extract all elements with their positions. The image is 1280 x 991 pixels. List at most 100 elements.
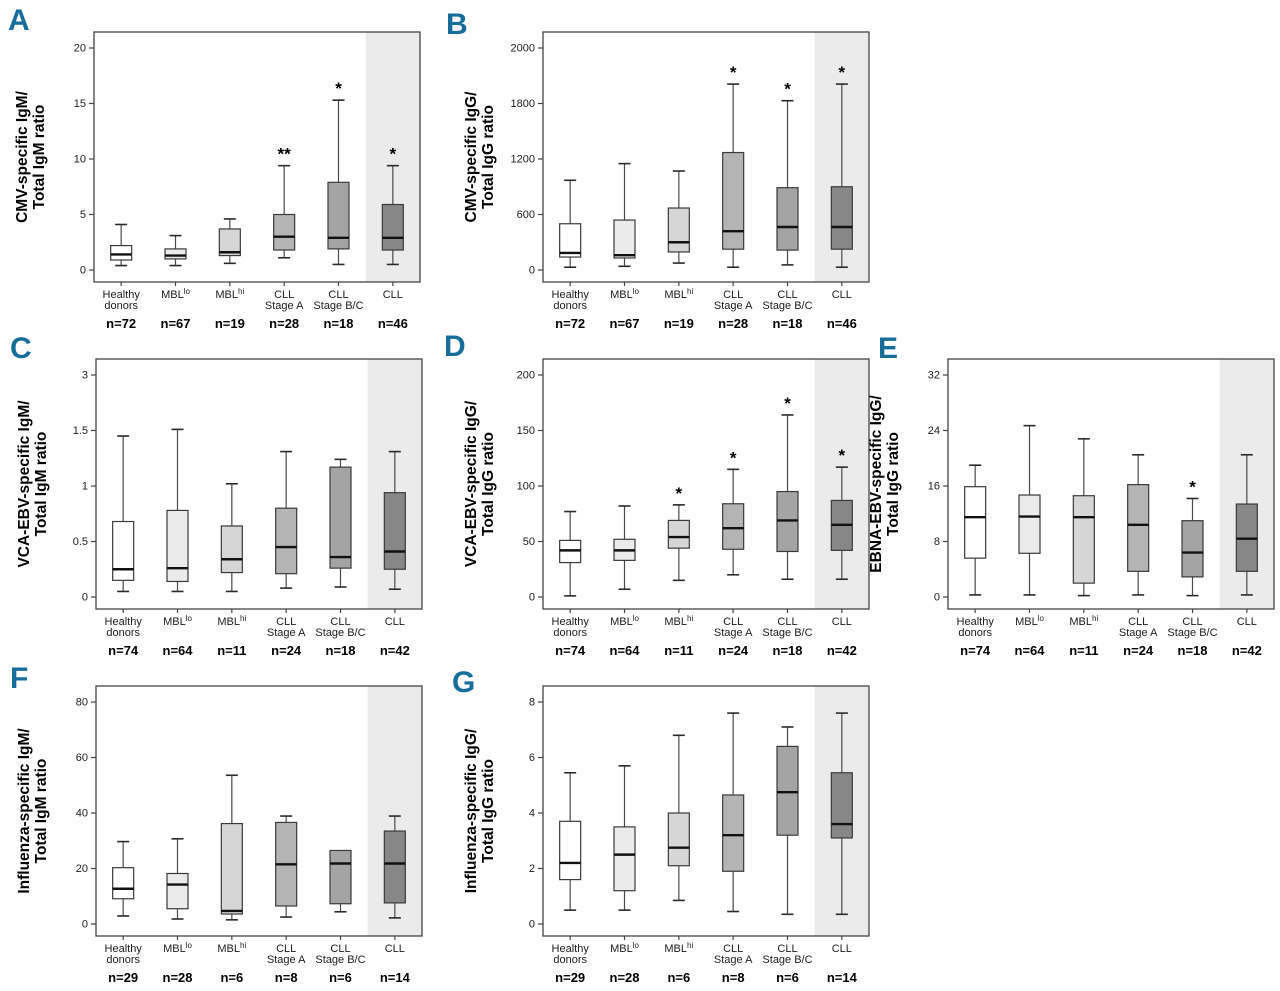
y-axis-title-line: Total IgM ratio bbox=[33, 759, 50, 864]
y-tick-label: 4 bbox=[529, 808, 535, 820]
panel-g-influenza-igg: 0 2 4 6 8 Influenza-specific IgG/Total IgG ra… bbox=[459, 662, 873, 986]
category-label: MBLlo bbox=[163, 941, 192, 955]
n-label: n=11 bbox=[664, 643, 693, 658]
category-label-line2: Stage A bbox=[1119, 627, 1158, 639]
box-group-2: * bbox=[667, 484, 690, 582]
category-label: MBLlo bbox=[610, 614, 639, 628]
n-label: n=72 bbox=[106, 316, 136, 331]
y-axis-title: CMV-specific IgG/Total IgG ratio bbox=[463, 91, 497, 223]
box-group-4: * bbox=[327, 79, 350, 266]
y-tick-label: 20 bbox=[74, 43, 86, 55]
box-group-3: ** bbox=[273, 145, 296, 259]
n-label: n=18 bbox=[1178, 643, 1208, 658]
box-group-5: * bbox=[381, 145, 404, 266]
panel-d-chart: 0 50 100 150 200 VCA-EBV-specific IgG/Total I… bbox=[463, 358, 870, 658]
y-axis: 0 5 10 15 20 bbox=[74, 43, 94, 277]
y-axis-title-line: Influenza-specific IgM/ bbox=[16, 728, 33, 894]
category-label: CLL bbox=[723, 943, 743, 955]
panel-label-a: A bbox=[8, 4, 30, 37]
y-axis: 0 600 1200 1800 2000 bbox=[511, 43, 543, 277]
panel-label-d: D bbox=[444, 330, 466, 363]
y-tick-label: 16 bbox=[928, 481, 940, 493]
category-label: MBLlo bbox=[161, 287, 190, 301]
n-label: n=42 bbox=[1232, 643, 1262, 658]
n-label: n=67 bbox=[610, 316, 640, 331]
significance-marker: * bbox=[730, 63, 737, 82]
iqr-box bbox=[383, 830, 406, 904]
box-group-1 bbox=[166, 428, 189, 593]
category-label: CLL bbox=[1237, 616, 1257, 628]
y-tick-label: 0 bbox=[82, 919, 88, 931]
box-group-2 bbox=[218, 218, 241, 265]
iqr-box bbox=[381, 203, 404, 251]
category-label-line2: donors bbox=[958, 627, 992, 639]
iqr-box bbox=[667, 519, 690, 549]
y-axis-title-line: CMV-specific IgG/ bbox=[463, 91, 480, 223]
box-group-1 bbox=[1018, 424, 1041, 596]
y-tick-label: 3 bbox=[82, 370, 88, 382]
y-axis-title-line: Influenza-specific IgG/ bbox=[463, 728, 480, 893]
panel-b-cmv-igg: 0 600 1200 1800 2000 CMV-specific IgG/Total I… bbox=[459, 8, 873, 332]
y-axis-title: VCA-EBV-specific IgM/Total IgM ratio bbox=[16, 400, 50, 568]
n-label: n=29 bbox=[555, 970, 585, 985]
iqr-box bbox=[275, 507, 298, 575]
panel-f-chart: 0 20 40 60 80 Influenza-specific IgM/Total Ig… bbox=[16, 685, 423, 985]
category-label: MBLhi bbox=[217, 614, 246, 628]
iqr-box bbox=[273, 213, 296, 251]
y-tick-label: 0 bbox=[529, 592, 535, 604]
category-label: Healthy bbox=[105, 616, 143, 628]
iqr-box bbox=[559, 820, 582, 881]
category-label-line2: donors bbox=[553, 954, 587, 966]
n-label: n=74 bbox=[108, 643, 139, 658]
box-group-5 bbox=[830, 712, 853, 916]
category-label: CLL bbox=[777, 616, 797, 628]
significance-marker: * bbox=[839, 63, 846, 82]
y-axis-title-line: Total IgG ratio bbox=[480, 105, 497, 209]
box-group-1 bbox=[613, 162, 636, 268]
panel-a-chart: 0 5 10 15 20 CMV-specific IgM/Total IgM ratio… bbox=[14, 31, 421, 331]
significance-marker: * bbox=[390, 145, 397, 164]
box-group-4: * bbox=[776, 394, 799, 581]
box-group-2 bbox=[667, 170, 690, 264]
panel-label-c: C bbox=[10, 332, 32, 365]
category-label-line2: donors bbox=[553, 300, 587, 312]
iqr-box bbox=[830, 772, 853, 839]
box-group-0 bbox=[112, 435, 135, 593]
panel-label-f: F bbox=[10, 662, 29, 695]
n-label: n=28 bbox=[610, 970, 640, 985]
iqr-box bbox=[164, 248, 187, 260]
y-axis-title: EBNA-EBV-specific IgG/Total IgG ratio bbox=[868, 395, 902, 573]
category-label: CLL bbox=[777, 289, 797, 301]
iqr-box bbox=[722, 503, 745, 550]
iqr-box bbox=[329, 466, 352, 569]
n-label: n=72 bbox=[555, 316, 585, 331]
n-label: n=28 bbox=[718, 316, 748, 331]
category-label-line2: Stage B/C bbox=[762, 300, 812, 312]
y-axis-title-line: Total IgG ratio bbox=[885, 432, 902, 536]
category-label-line2: Stage A bbox=[265, 300, 304, 312]
panel-c-chart: 0 0.5 1 1.5 3 VCA-EBV-specific IgM/Total IgM … bbox=[16, 358, 423, 658]
y-tick-label: 5 bbox=[80, 209, 86, 221]
iqr-box bbox=[329, 849, 352, 905]
significance-marker: * bbox=[1189, 477, 1196, 496]
box-group-5 bbox=[383, 450, 406, 591]
y-tick-label: 150 bbox=[517, 425, 535, 437]
plot-border bbox=[542, 31, 870, 283]
category-label: MBLhi bbox=[664, 287, 693, 301]
significance-marker: ** bbox=[278, 145, 292, 164]
y-tick-label: 100 bbox=[517, 481, 535, 493]
category-label-line2: donors bbox=[106, 954, 140, 966]
y-axis: 0 20 40 60 80 bbox=[76, 697, 96, 931]
category-label: MBLlo bbox=[610, 941, 639, 955]
n-label: n=19 bbox=[215, 316, 245, 331]
box-group-0 bbox=[112, 840, 135, 917]
category-label: MBLhi bbox=[1069, 614, 1098, 628]
y-tick-label: 1800 bbox=[511, 98, 535, 110]
n-label: n=18 bbox=[773, 643, 803, 658]
y-tick-label: 0.5 bbox=[73, 536, 88, 548]
significance-marker: * bbox=[335, 79, 342, 98]
iqr-box bbox=[1181, 520, 1204, 578]
category-label: CLL bbox=[723, 616, 743, 628]
box-group-3: * bbox=[722, 448, 745, 576]
iqr-box bbox=[722, 794, 745, 872]
